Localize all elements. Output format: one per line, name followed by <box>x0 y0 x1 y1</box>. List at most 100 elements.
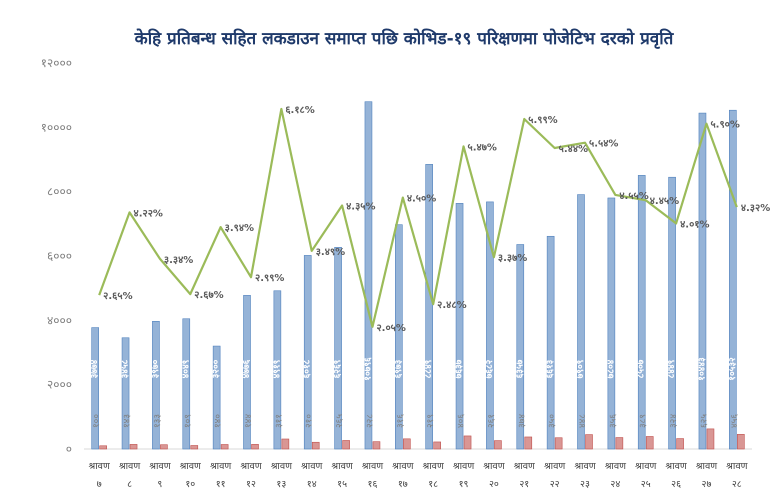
tests-value-label: ४९१९ <box>272 359 282 378</box>
positive-value-label: ४५६ <box>730 414 740 428</box>
rate-value-label: २.०५% <box>376 323 405 334</box>
rate-value-label: ५.४७% <box>468 142 497 153</box>
x-tick-label: ७ <box>97 479 102 490</box>
tests-bar <box>486 201 494 450</box>
x-tick-label: श्रावण <box>149 461 170 472</box>
positive-value-label: ३७४ <box>517 414 527 428</box>
rate-value-label: ४.४५% <box>650 196 679 207</box>
positive-value-label: २१९ <box>426 414 436 428</box>
tests-value-label: ४०४९ <box>181 359 191 378</box>
tests-bar <box>364 101 373 450</box>
rate-value-label: ५.५४% <box>589 139 618 150</box>
positive-bar <box>615 437 624 450</box>
tests-value-label: १०७९६ <box>363 357 373 381</box>
y-tick-label: ४००० <box>47 313 72 327</box>
tests-value-label: ७८०४ <box>606 359 616 378</box>
rate-value-label: ६.१८% <box>285 105 314 116</box>
positive-value-label: ३१६ <box>396 414 406 428</box>
x-tick-label: २१ <box>519 479 529 490</box>
x-tick-label: १६ <box>368 479 378 490</box>
tests-bar <box>273 290 282 450</box>
tests-bar <box>91 327 99 450</box>
positive-value-label: २१० <box>305 414 315 428</box>
positive-bar <box>251 444 259 450</box>
x-tick-label: श्रावण <box>240 461 261 472</box>
tests-bar <box>516 244 525 450</box>
tests-value-label: ३२०० <box>212 359 222 378</box>
positive-bar <box>342 440 350 450</box>
positive-bar <box>372 441 381 450</box>
x-tick-label: २२ <box>550 479 560 490</box>
positive-bar <box>403 438 411 450</box>
tests-value-label: ४७७६ <box>242 359 252 378</box>
tests-bar <box>303 255 312 450</box>
x-tick-label: श्रावण <box>453 461 474 472</box>
positive-value-label: १०० <box>92 414 102 428</box>
x-tick-label: १४ <box>307 479 317 490</box>
x-tick-label: १२ <box>246 479 256 490</box>
x-tick-label: १८ <box>428 479 438 490</box>
positive-value-label: १४४ <box>244 414 254 428</box>
positive-bar <box>737 434 745 450</box>
tests-value-label: ७९०९ <box>576 359 586 378</box>
rate-value-label: ४.५५% <box>619 191 648 202</box>
positive-value-label: ३८९ <box>639 414 649 428</box>
tests-value-label: ३७७४ <box>90 359 100 378</box>
tests-value-label: ३९७० <box>151 359 161 378</box>
x-tick-label: २३ <box>580 479 590 490</box>
tests-bar <box>729 109 737 450</box>
x-tick-label: ८ <box>127 479 132 490</box>
tests-value-label: ८५०७ <box>637 359 647 378</box>
positive-value-label: ३५६ <box>608 414 618 428</box>
positive-value-label: १४३ <box>123 414 133 428</box>
positive-bar <box>99 445 107 450</box>
rate-value-label: ४.३२% <box>741 203 770 214</box>
positive-bar <box>311 441 320 450</box>
y-tick-label: ८००० <box>47 185 72 199</box>
positive-bars: १०० १४३ १३३ १०९ १४० १४४ ३११ २१० २६५ २२८ ३१६ २१९ ४०६ २… <box>92 414 745 450</box>
tests-value-label: ७६३७ <box>455 359 465 378</box>
tests-bar <box>121 337 130 450</box>
y-tick-label: ० <box>66 442 72 456</box>
tests-bar <box>637 175 646 450</box>
x-tick-label: श्रावण <box>362 461 383 472</box>
tests-bar <box>698 112 707 450</box>
positive-bar <box>554 437 563 450</box>
positive-value-label: २२८ <box>365 414 375 428</box>
positivity-rate-line: २.६५% ४.२२% ३.३४% २.६७% ३.९४% २.९९% ६.१८% ३.४९%… <box>98 105 770 334</box>
tests-value-label: ८८४९ <box>424 359 434 378</box>
tests-bars: ३७७४ ३४५८ ३९७० ४०४९ ३२०० ४७७६ ४९१९ ६०१८ ६२६९ १०७९… <box>90 101 738 450</box>
tests-bar <box>425 164 433 450</box>
rate-value-label: ४.०१% <box>680 219 709 230</box>
x-tick-label: ९ <box>157 479 162 490</box>
x-tick-label: २५ <box>641 479 651 490</box>
x-tick-label: १५ <box>337 479 347 490</box>
positive-value-label: १४० <box>214 414 224 428</box>
positive-value-label: १०९ <box>183 414 193 428</box>
x-tick-label: श्रावण <box>89 461 110 472</box>
x-tick-label: श्रावण <box>483 461 504 472</box>
tests-bar <box>334 247 342 450</box>
x-tick-label: श्रावण <box>696 461 717 472</box>
rate-value-label: ५.९०% <box>710 120 739 131</box>
positive-bar <box>706 428 715 450</box>
x-axis-ticks: श्रावण ७ श्रावण ८ श्रावण ९ श्रावण १० श्रावण ११ श्र… <box>89 461 748 490</box>
tests-bar <box>668 176 676 450</box>
chart-title: केहि प्रतिबन्ध सहित लकडाउन समाप्त पछि को… <box>134 28 675 49</box>
tests-bar <box>243 295 251 450</box>
rate-value-label: २.९९% <box>255 273 284 284</box>
positive-bar <box>190 445 199 450</box>
positive-value-label: २६१ <box>487 414 497 428</box>
tests-value-label: १०४४३ <box>697 357 707 381</box>
positive-bar <box>585 434 593 450</box>
tests-value-label: ६३५७ <box>515 359 525 378</box>
tests-value-label: ६६१३ <box>546 359 556 378</box>
x-tick-label: श्रावण <box>331 461 352 472</box>
rate-value-label: ४.५०% <box>407 194 436 205</box>
positive-value-label: ४०६ <box>457 414 467 428</box>
tests-bar <box>577 194 585 450</box>
positive-bar <box>463 435 472 450</box>
positive-value-label: ४४८ <box>578 414 588 428</box>
y-tick-label: १०००० <box>41 120 72 134</box>
x-tick-label: श्रावण <box>301 461 322 472</box>
